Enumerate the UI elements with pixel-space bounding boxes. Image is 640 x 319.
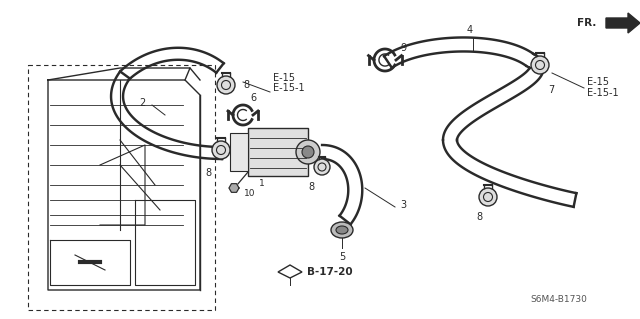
Text: 8: 8 xyxy=(308,182,314,192)
Text: S6M4-B1730: S6M4-B1730 xyxy=(530,295,587,305)
Circle shape xyxy=(302,146,314,158)
Text: 8: 8 xyxy=(205,168,211,178)
Text: 6: 6 xyxy=(250,93,256,103)
Circle shape xyxy=(479,188,497,206)
Text: 8: 8 xyxy=(476,212,482,222)
Circle shape xyxy=(217,76,235,94)
Text: E-15-1: E-15-1 xyxy=(587,88,619,98)
Text: 1: 1 xyxy=(259,179,265,188)
Text: E-15-1: E-15-1 xyxy=(273,83,305,93)
Text: 8: 8 xyxy=(243,80,249,90)
Circle shape xyxy=(314,159,330,175)
Text: 2: 2 xyxy=(139,98,145,108)
Circle shape xyxy=(212,141,230,159)
Circle shape xyxy=(531,56,549,74)
Text: 4: 4 xyxy=(467,25,473,35)
Circle shape xyxy=(296,140,320,164)
Text: 10: 10 xyxy=(244,189,255,197)
Text: E-15: E-15 xyxy=(273,73,295,83)
Ellipse shape xyxy=(336,226,348,234)
Text: 9: 9 xyxy=(400,43,406,53)
Text: 7: 7 xyxy=(548,85,554,95)
Polygon shape xyxy=(229,184,239,192)
Text: B-17-20: B-17-20 xyxy=(307,267,353,277)
FancyBboxPatch shape xyxy=(230,133,248,171)
Text: 3: 3 xyxy=(400,200,406,210)
Text: E-15: E-15 xyxy=(587,77,609,87)
Text: FR.: FR. xyxy=(577,18,596,28)
Polygon shape xyxy=(278,265,302,278)
Text: 5: 5 xyxy=(339,252,345,262)
Ellipse shape xyxy=(331,222,353,238)
FancyBboxPatch shape xyxy=(248,128,308,176)
Polygon shape xyxy=(606,13,640,33)
